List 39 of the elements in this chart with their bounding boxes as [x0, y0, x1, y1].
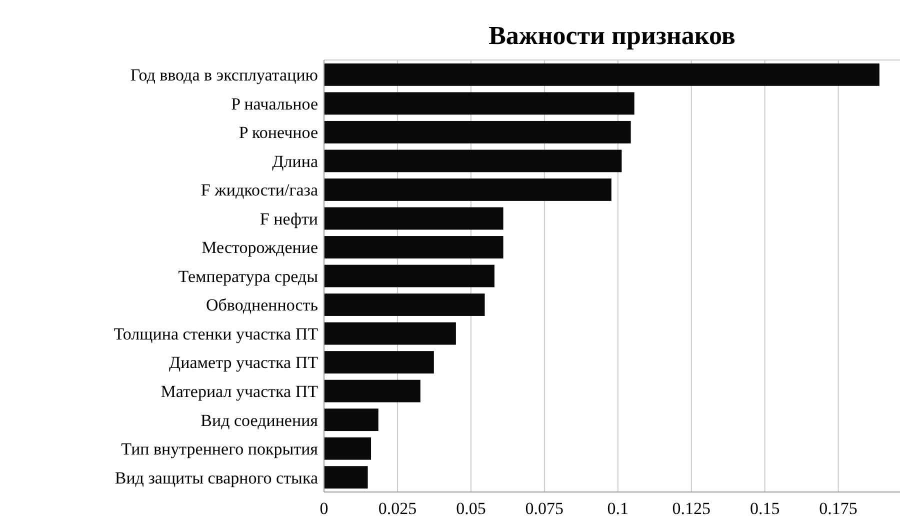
y-tick-label: Обводненность: [206, 296, 318, 315]
x-tick-label: 0.025: [378, 499, 417, 518]
y-tick-label: Материал участка ПТ: [160, 382, 319, 401]
x-tick-label: 0.05: [456, 499, 486, 518]
y-tick-label: P конечное: [238, 123, 318, 142]
y-tick-label: F нефти: [260, 209, 318, 228]
bar: [324, 178, 612, 201]
bar: [324, 380, 420, 402]
bar: [324, 466, 368, 489]
y-tick-label: Вид соединения: [200, 410, 318, 430]
y-tick-label: F жидкости/газа: [200, 180, 318, 200]
bar: [324, 408, 378, 432]
y-tick-label: Тип внутреннего покрытия: [121, 440, 318, 459]
x-tick-label: 0.1: [607, 499, 629, 518]
bar: [324, 150, 622, 172]
x-tick-label: 0.075: [525, 499, 564, 518]
bar: [324, 322, 456, 345]
bar: [324, 92, 634, 115]
y-tick-label: Вид защиты сварного стыка: [114, 468, 318, 488]
x-tick-label: 0.15: [750, 499, 780, 518]
y-tick-label: Диаметр участка ПТ: [169, 353, 319, 372]
bar: [324, 264, 494, 288]
chart-title: Важности признаков: [488, 21, 736, 50]
y-tick-label: Длина: [272, 152, 318, 171]
x-tick-label: 0: [320, 499, 328, 518]
y-tick-label: Температура среды: [178, 266, 319, 286]
bar: [324, 236, 504, 258]
bar: [324, 120, 631, 144]
x-tick-label: 0.125: [672, 499, 710, 518]
bar: [324, 351, 434, 374]
y-tick-label: P начальное: [231, 94, 318, 114]
bar: [324, 437, 372, 460]
bar: [324, 63, 880, 86]
bar: [324, 294, 485, 316]
y-tick-label: Год ввода в эксплуатацию: [130, 66, 318, 85]
bar: [324, 207, 504, 230]
x-tick-label: 0.175: [819, 499, 858, 518]
y-tick-label: Толщина стенки участка ПТ: [114, 324, 319, 344]
y-tick-label: Месторождение: [202, 238, 318, 258]
